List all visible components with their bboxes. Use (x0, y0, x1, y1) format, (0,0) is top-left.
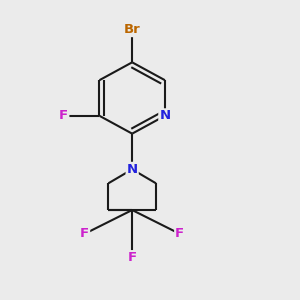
Text: N: N (127, 163, 138, 176)
Text: F: F (80, 227, 89, 240)
Text: F: F (175, 227, 184, 240)
Text: F: F (128, 251, 137, 264)
Text: F: F (59, 109, 68, 122)
Text: Br: Br (124, 23, 140, 36)
Text: N: N (159, 109, 170, 122)
